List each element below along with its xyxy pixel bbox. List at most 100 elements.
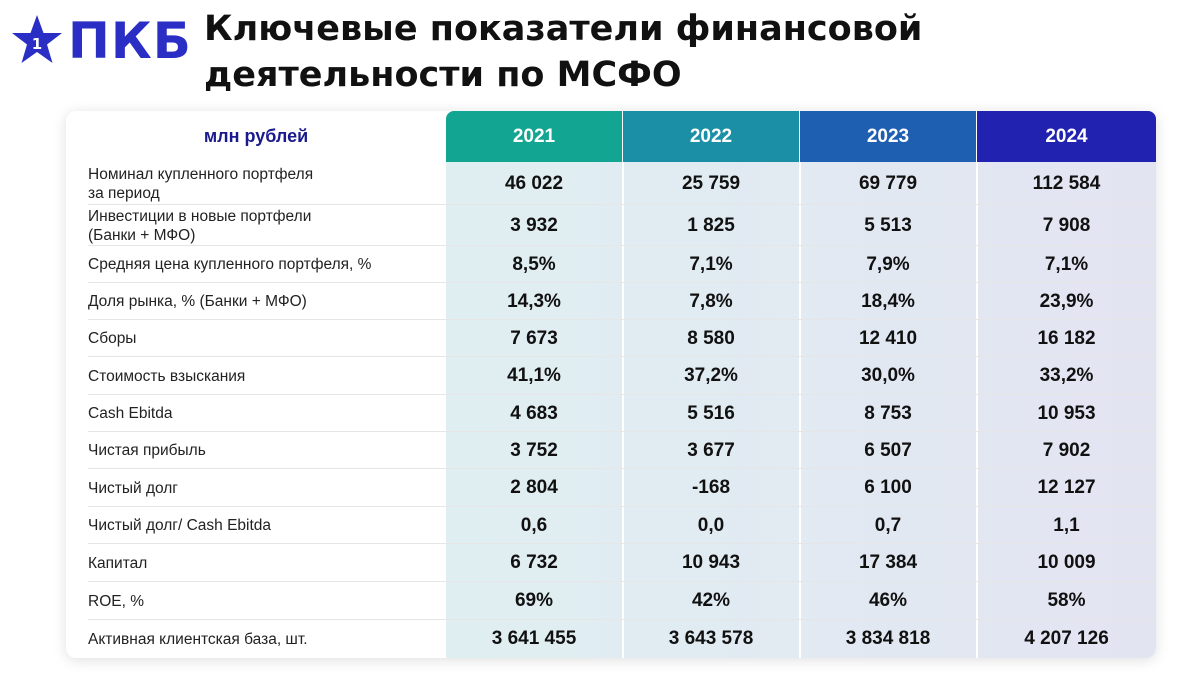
value-cell-2021: 69% bbox=[514, 590, 554, 611]
row-label: Капитал bbox=[88, 554, 148, 572]
value-cell-2022: 7,8% bbox=[689, 290, 733, 312]
row-label: Чистая прибыль bbox=[88, 442, 206, 459]
value-cell-2024: 16 182 bbox=[1037, 327, 1096, 349]
value-cell-2023: 17 384 bbox=[858, 552, 918, 573]
value-cell-2021: 7 673 bbox=[510, 327, 558, 349]
row-label: Чистый долг bbox=[88, 479, 178, 497]
row-label: Средняя цена купленного портфеля, % bbox=[88, 256, 372, 273]
table-row: Чистый долг 2 804 -168 6 100 12 127 bbox=[66, 469, 1156, 507]
page-title-line-2: деятельности по МСФО bbox=[204, 55, 682, 95]
value-cell-2022: 42% bbox=[691, 590, 731, 611]
row-label: Номинал купленного портфеля за период bbox=[88, 165, 314, 202]
value-cell-2022: 7,1% bbox=[689, 253, 733, 275]
value-cell-2021: 3 932 bbox=[510, 214, 558, 236]
table-row: Cash Ebitda 4 683 5 516 8 753 10 953 bbox=[66, 395, 1156, 432]
value-cell-2022: 0,0 bbox=[697, 514, 725, 536]
values-band bbox=[446, 162, 1156, 658]
value-cell-2023: 30,0% bbox=[861, 365, 915, 386]
table-row: Инвестиции в новые портфели (Банки + МФО… bbox=[66, 205, 1156, 246]
value-cell-2022: 5 516 bbox=[687, 402, 735, 424]
row-label: ROE, % bbox=[88, 592, 144, 610]
row-divider bbox=[88, 394, 1156, 395]
column-divider bbox=[622, 162, 624, 658]
row-label: Стоимость взыскания bbox=[88, 367, 246, 385]
value-cell-2024: 7 902 bbox=[1042, 439, 1091, 461]
column-divider bbox=[976, 162, 978, 658]
year-header-2024: 2024 bbox=[977, 111, 1156, 162]
logo-badge: 1 bbox=[32, 35, 42, 53]
row-divider bbox=[88, 619, 1156, 620]
value-cell-2022: 8 580 bbox=[687, 327, 735, 349]
value-cell-2024: 10 953 bbox=[1037, 402, 1096, 424]
row-label: Cash Ebitda bbox=[88, 405, 173, 422]
table-row: Капитал 6 732 10 943 17 384 10 009 bbox=[66, 544, 1156, 582]
table-row: Средняя цена купленного портфеля, % 8,5% 7… bbox=[66, 246, 1156, 283]
value-cell-2021: 14,3% bbox=[507, 290, 561, 312]
row-divider bbox=[88, 282, 1156, 283]
row-label: Активная клиентская база, шт. bbox=[88, 630, 308, 648]
value-cell-2023: 18,4% bbox=[861, 290, 915, 312]
value-cell-2021: 6 732 bbox=[510, 552, 558, 573]
table-row: Чистая прибыль 3 752 3 677 6 507 7 902 bbox=[66, 432, 1156, 469]
value-cell-2021: 46 022 bbox=[504, 172, 564, 194]
table-row: ROE, % 69% 42% 46% 58% bbox=[66, 582, 1156, 620]
table-row: Активная клиентская база, шт. 3 641 455 3 … bbox=[66, 620, 1156, 658]
value-cell-2023: 7,9% bbox=[866, 253, 910, 275]
row-divider bbox=[88, 468, 1156, 469]
value-cell-2021: 3 641 455 bbox=[491, 628, 577, 649]
year-header-2021: 2021 bbox=[446, 111, 622, 162]
value-cell-2022: -168 bbox=[691, 477, 731, 498]
row-label: Сборы bbox=[88, 330, 137, 347]
logo-text: ПКБ bbox=[68, 12, 192, 70]
value-cell-2024: 7 908 bbox=[1042, 214, 1091, 236]
table-row: Сборы 7 673 8 580 12 410 16 182 bbox=[66, 320, 1156, 357]
value-cell-2021: 41,1% bbox=[507, 365, 561, 386]
value-cell-2024: 1,1 bbox=[1053, 514, 1080, 536]
table-row: Стоимость взыскания 41,1% 37,2% 30,0% 33,2% bbox=[66, 357, 1156, 395]
value-cell-2024: 33,2% bbox=[1039, 365, 1094, 386]
page-title: Ключевые показатели финансовой деятельно… bbox=[204, 6, 922, 98]
value-cell-2023: 3 834 818 bbox=[845, 628, 931, 649]
table-row: Доля рынка, % (Банки + МФО) 14,3% 7,8% 18,4… bbox=[66, 283, 1156, 320]
value-cell-2024: 58% bbox=[1047, 590, 1086, 611]
value-cell-2021: 4 683 bbox=[510, 402, 558, 424]
value-cell-2021: 3 752 bbox=[510, 439, 558, 461]
row-divider bbox=[88, 581, 1156, 582]
value-cell-2022: 3 643 578 bbox=[668, 628, 754, 649]
year-header-2023: 2023 bbox=[800, 111, 976, 162]
value-cell-2023: 12 410 bbox=[858, 327, 918, 349]
table-row: Номинал купленного портфеля за период 46 … bbox=[66, 162, 1156, 205]
page-title-line-1: Ключевые показатели финансовой bbox=[204, 9, 923, 49]
row-divider bbox=[88, 204, 1156, 205]
column-divider bbox=[799, 162, 801, 658]
unit-label: млн рублей bbox=[203, 126, 309, 146]
value-cell-2021: 2 804 bbox=[510, 477, 558, 498]
value-cell-2023: 8 753 bbox=[864, 402, 912, 424]
star-icon: 1 bbox=[12, 15, 62, 63]
table-row: Чистый долг/ Cash Ebitda 0,6 0,0 0,7 1,1 bbox=[66, 507, 1156, 544]
value-cell-2024: 7,1% bbox=[1044, 253, 1089, 275]
value-cell-2021: 8,5% bbox=[512, 253, 556, 275]
value-cell-2023: 6 507 bbox=[864, 439, 912, 461]
value-cell-2024: 12 127 bbox=[1037, 477, 1096, 498]
brand-logo: 1 ПКБ bbox=[8, 12, 192, 70]
value-cell-2023: 69 779 bbox=[858, 172, 918, 194]
value-cell-2022: 10 943 bbox=[681, 552, 741, 573]
value-cell-2022: 37,2% bbox=[684, 365, 738, 386]
value-cell-2022: 3 677 bbox=[687, 439, 735, 461]
row-divider bbox=[88, 431, 1156, 432]
value-cell-2024: 4 207 126 bbox=[1024, 628, 1109, 649]
value-cell-2023: 46% bbox=[868, 590, 908, 611]
value-cell-2024: 10 009 bbox=[1037, 552, 1096, 573]
row-divider bbox=[88, 319, 1156, 320]
value-cell-2023: 5 513 bbox=[864, 214, 912, 236]
row-divider bbox=[88, 506, 1156, 507]
value-cell-2023: 6 100 bbox=[864, 477, 912, 498]
value-cell-2024: 23,9% bbox=[1039, 290, 1094, 312]
value-cell-2022: 25 759 bbox=[681, 172, 741, 194]
row-divider bbox=[88, 543, 1156, 544]
row-label: Доля рынка, % (Банки + МФО) bbox=[88, 293, 307, 310]
value-cell-2024: 112 584 bbox=[1032, 172, 1101, 194]
row-divider bbox=[88, 245, 1156, 246]
value-cell-2021: 0,6 bbox=[520, 514, 548, 536]
